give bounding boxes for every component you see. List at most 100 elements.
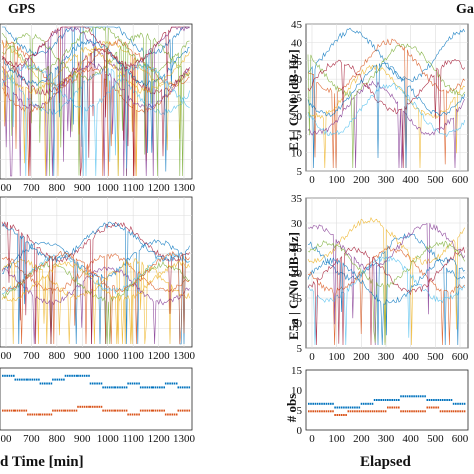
gal-obs-obs-2 xyxy=(459,410,461,413)
gal-obs-obs-1 xyxy=(373,399,376,401)
gal-obs-obs-2 xyxy=(415,410,418,413)
gps-obs-obs-1 xyxy=(13,374,15,377)
gps-obs-xtick: 700 xyxy=(23,433,40,445)
gal-obs-obs-2 xyxy=(389,406,391,409)
gps-obs-obs-1 xyxy=(179,386,182,389)
gal-obs-obs-2 xyxy=(345,414,347,416)
gps-obs-obs-1 xyxy=(56,378,59,381)
gps-obs-xtick: 00 xyxy=(1,433,13,445)
gal-obs-obs-1 xyxy=(441,399,444,401)
gal-e5a-ytick: 30 xyxy=(291,218,303,230)
gal-obs-obs-2 xyxy=(384,410,387,413)
gps-obs-obs-1 xyxy=(121,386,123,389)
gal-obs-obs-1 xyxy=(387,399,389,401)
gal-obs-ytick: 15 xyxy=(291,365,303,377)
gal-e1-xtick: 200 xyxy=(353,174,370,186)
gal-obs-obs-1 xyxy=(367,402,369,405)
gps-obs-obs-2 xyxy=(77,405,79,408)
gal-obs-obs-2 xyxy=(323,410,325,413)
gal-obs-obs-1 xyxy=(310,402,312,405)
gal-e5a-series-8 xyxy=(307,257,465,346)
gps-obs-obs-1 xyxy=(161,386,163,389)
gps-obs-obs-2 xyxy=(18,409,21,412)
gps-obs-obs-1 xyxy=(98,382,101,385)
gal-obs-obs-1 xyxy=(343,406,345,409)
gal-obs-obs-1 xyxy=(316,402,319,405)
gps-obs-obs-1 xyxy=(123,386,126,389)
gps-top-xtick: 800 xyxy=(49,182,66,194)
gal-e1-xtick: 400 xyxy=(402,174,419,186)
gps-obs-obs-2 xyxy=(83,405,86,408)
gal-obs-obs-2 xyxy=(349,410,352,413)
gal-e1-series-4 xyxy=(307,80,466,169)
gps-obs-obs-1 xyxy=(139,386,142,389)
gal-obs-xtick: 200 xyxy=(353,433,370,445)
gps-obs-obs-1 xyxy=(164,382,167,385)
gal-obs-obs-2 xyxy=(358,410,361,413)
gal-e1-ylabel: E1 | C/N0 [dB-Hz] xyxy=(286,49,301,150)
gps-title: GPS xyxy=(8,2,35,17)
gps-top-plot: 00 700 800 900 1000 1100 1200 1300 xyxy=(0,23,196,194)
gal-e5a-ytick: 20 xyxy=(291,268,303,280)
gps-obs-obs-2 xyxy=(88,405,90,408)
gps-mid-series-10 xyxy=(1,260,190,345)
gps-obs-obs-2 xyxy=(119,409,121,412)
gal-obs-obs-1 xyxy=(369,402,372,405)
gal-e1-ytick: 30 xyxy=(291,74,303,86)
gal-obs-obs-1 xyxy=(338,406,341,409)
gal-obs-obs-2 xyxy=(310,410,312,413)
gps-obs-obs-1 xyxy=(25,378,28,381)
gps-obs-obs-2 xyxy=(152,409,154,412)
gps-obs-obs-2 xyxy=(139,409,142,412)
gal-obs-obs-1 xyxy=(325,402,328,405)
gps-obs-obs-1 xyxy=(184,386,186,389)
gps-obs-obs-2 xyxy=(106,409,109,412)
gal-obs-obs-2 xyxy=(424,410,426,413)
gps-obs-obs-1 xyxy=(71,374,73,377)
gal-obs-obs-2 xyxy=(391,406,393,409)
gps-top-xtick: 1200 xyxy=(148,182,171,194)
gps-obs-obs-1 xyxy=(186,386,188,389)
gps-obs-obs-2 xyxy=(129,413,132,416)
gal-obs-obs-2 xyxy=(417,410,420,413)
gal-xlabel: Elapsed xyxy=(360,454,412,470)
gal-obs-obs-2 xyxy=(330,410,332,413)
gal-obs-obs-2 xyxy=(325,410,328,413)
gps-obs-obs-2 xyxy=(100,405,103,408)
gps-obs-obs-2 xyxy=(184,409,186,412)
gps-obs-obs-2 xyxy=(136,413,138,416)
gps-obs-obs-1 xyxy=(138,382,140,385)
gal-e1-series-3 xyxy=(307,63,465,169)
gps-obs-obs-1 xyxy=(63,378,65,381)
gps-obs-obs-2 xyxy=(142,409,144,412)
gal-obs-obs-2 xyxy=(463,410,466,413)
gps-obs-obs-2 xyxy=(50,413,53,416)
gal-obs-obs-2 xyxy=(371,410,374,413)
gps-top-series-1 xyxy=(2,26,190,154)
gal-obs-obs-2 xyxy=(446,410,448,413)
gps-obs-obs-1 xyxy=(154,386,157,389)
gps-obs-obs-2 xyxy=(4,409,6,412)
gal-obs-obs-2 xyxy=(411,410,413,413)
gps-obs-obs-1 xyxy=(144,386,146,389)
gal-e1-series-8 xyxy=(307,62,466,169)
gps-obs-obs-1 xyxy=(83,374,86,377)
gal-obs-obs-2 xyxy=(376,410,378,413)
gps-obs-obs-1 xyxy=(89,382,92,385)
gal-e5a-xtick: 500 xyxy=(427,351,444,363)
gps-obs-obs-1 xyxy=(27,378,29,381)
gal-obs-ytick: 10 xyxy=(291,385,303,397)
gal-obs-obs-1 xyxy=(336,406,339,409)
gps-obs-obs-1 xyxy=(94,382,96,385)
gal-obs-obs-2 xyxy=(435,406,437,409)
gal-obs-obs-2 xyxy=(362,410,365,413)
gal-obs-ylabel: # obs xyxy=(284,394,299,423)
gal-e5a-xtick: 300 xyxy=(378,351,395,363)
gal-obs-obs-1 xyxy=(404,395,407,398)
gps-mid-xtick: 1300 xyxy=(173,350,196,362)
gps-obs-obs-1 xyxy=(75,374,78,377)
gps-obs-obs-2 xyxy=(171,413,174,416)
gps-obs-obs-1 xyxy=(148,386,151,389)
gal-obs-obs-1 xyxy=(452,402,455,405)
gal-obs-xtick: 0 xyxy=(309,433,315,445)
